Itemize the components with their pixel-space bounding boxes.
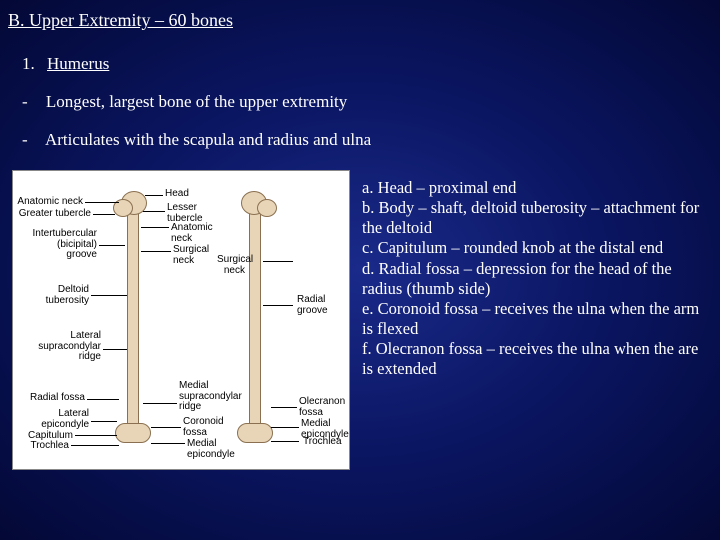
leader-line: [141, 227, 169, 228]
bone-distal-anterior: [115, 423, 151, 443]
leader-line: [71, 445, 119, 446]
leader-line: [151, 427, 181, 428]
leader-line: [93, 214, 115, 215]
label-lesser-tubercle: Lesser tubercle: [167, 203, 203, 224]
leader-line: [141, 251, 171, 252]
bone-shaft-anterior: [127, 207, 139, 433]
list-item-longest: - Longest, largest bone of the upper ext…: [22, 92, 347, 112]
leader-line: [87, 399, 119, 400]
item-number: 1.: [22, 54, 35, 73]
label-anatomic-neck-2: Anatomic neck: [171, 223, 213, 244]
leader-line: [99, 245, 125, 246]
def-b: b. Body – shaft, deltoid tuberosity – at…: [362, 198, 702, 238]
label-radial-groove: Radial groove: [297, 295, 328, 316]
def-e: e. Coronoid fossa – receives the ulna wh…: [362, 299, 702, 339]
label-medial-epicondyle: Medial epicondyle: [187, 439, 235, 460]
label-surgical-neck: Surgical neck: [173, 245, 209, 266]
leader-line: [91, 421, 117, 422]
section-title: B. Upper Extremity – 60 bones: [8, 10, 233, 31]
label-anatomic-neck: Anatomic neck: [15, 197, 83, 208]
item-text: Humerus: [47, 54, 109, 73]
item-text: Longest, largest bone of the upper extre…: [46, 92, 347, 111]
label-lateral-epicondyle: Lateral epicondyle: [15, 409, 89, 430]
def-c: c. Capitulum – rounded knob at the dista…: [362, 238, 702, 258]
label-intertubercular: Intertubercular (bicipital) groove: [15, 229, 97, 261]
label-radial-fossa: Radial fossa: [15, 393, 85, 404]
definitions-list: a. Head – proximal end b. Body – shaft, …: [362, 178, 702, 379]
label-lateral-ridge: Lateral supracondylar ridge: [15, 331, 101, 363]
leader-line: [271, 441, 299, 442]
label-head: Head: [165, 189, 189, 200]
bone-shaft-posterior: [249, 207, 261, 433]
leader-line: [145, 195, 163, 196]
leader-line: [143, 403, 177, 404]
leader-line: [271, 427, 299, 428]
leader-line: [263, 261, 293, 262]
label-trochlea-2: Trochlea: [303, 437, 342, 448]
def-a: a. Head – proximal end: [362, 178, 702, 198]
bone-distal-posterior: [237, 423, 273, 443]
bullet: -: [22, 92, 28, 111]
bone-tubercle-posterior: [257, 199, 277, 217]
def-d: d. Radial fossa – depression for the hea…: [362, 259, 702, 299]
leader-line: [151, 443, 185, 444]
leader-line: [263, 305, 293, 306]
leader-line: [75, 435, 117, 436]
list-item-articulates: - Articulates with the scapula and radiu…: [22, 130, 371, 150]
leader-line: [143, 211, 165, 212]
label-coronoid-fossa: Coronoid fossa: [183, 417, 224, 438]
leader-line: [103, 349, 127, 350]
label-olecranon-fossa: Olecranon fossa: [299, 397, 345, 418]
label-greater-tubercle: Greater tubercle: [15, 209, 91, 220]
list-item-humerus: 1. Humerus: [22, 54, 109, 74]
item-text: Articulates with the scapula and radius …: [45, 130, 371, 149]
leader-line: [85, 202, 119, 203]
leader-line: [271, 407, 297, 408]
label-surgical-neck-2: Surgical neck: [217, 255, 245, 276]
label-deltoid-tuberosity: Deltoid tuberosity: [15, 285, 89, 306]
label-medial-ridge: Medial supracondylar ridge: [179, 381, 242, 413]
def-f: f. Olecranon fossa – receives the ulna w…: [362, 339, 702, 379]
humerus-diagram: Anatomic neck Greater tubercle Intertube…: [12, 170, 350, 470]
label-trochlea: Trochlea: [15, 441, 69, 452]
leader-line: [91, 295, 127, 296]
bullet: -: [22, 130, 28, 149]
